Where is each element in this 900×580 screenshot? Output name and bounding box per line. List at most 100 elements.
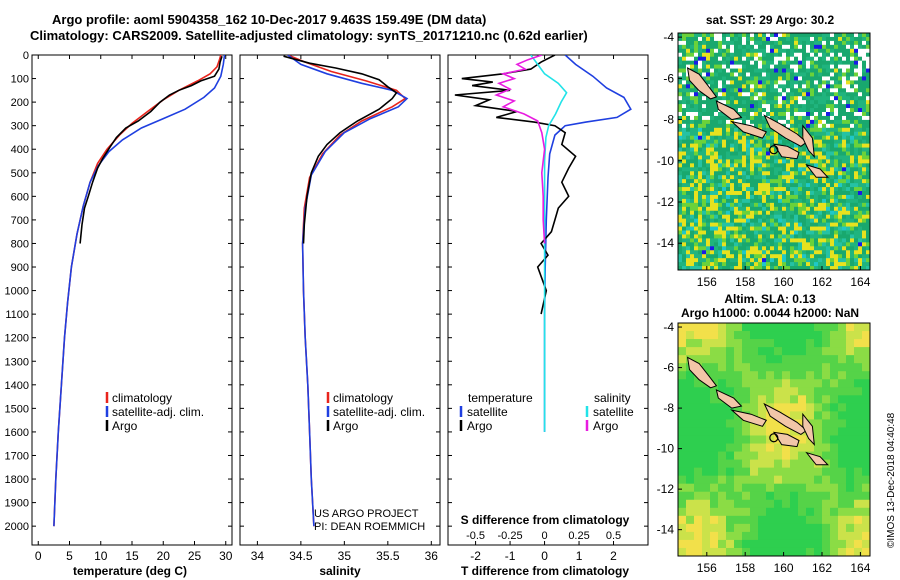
map-cell — [786, 159, 791, 164]
island-shape — [686, 356, 718, 389]
map-cell — [686, 427, 695, 436]
map-cell — [866, 250, 871, 255]
map-cell — [714, 238, 719, 243]
map-cell — [830, 92, 835, 97]
map-cell — [798, 331, 807, 340]
map-cell — [730, 72, 735, 77]
map-cell — [774, 222, 779, 227]
map-cell — [718, 218, 723, 223]
map-cell — [862, 171, 867, 176]
map-cell — [826, 64, 831, 69]
map-cell — [826, 84, 831, 89]
map-cell — [818, 159, 823, 164]
map-cell — [758, 143, 763, 148]
map-cell — [698, 242, 703, 247]
map-cell — [702, 155, 707, 160]
map-cell — [774, 499, 783, 509]
map-cell — [842, 202, 847, 208]
difference-legend: temperature salinity satellite Argo sate… — [459, 391, 634, 433]
map-cell — [758, 411, 767, 420]
map-cell — [826, 266, 831, 271]
s-difference-xlabel: S difference from climatology — [461, 513, 630, 527]
map-cell — [830, 491, 839, 501]
map-cell — [822, 483, 831, 493]
map-cell — [802, 194, 807, 200]
map-cell — [686, 64, 691, 69]
map-cell — [850, 210, 855, 216]
map-cell — [702, 403, 711, 412]
map-cell — [782, 427, 791, 436]
map-cell — [830, 339, 839, 348]
map-cell — [738, 183, 743, 188]
map-cell — [766, 250, 771, 255]
map-cell — [734, 355, 743, 364]
map-cell — [746, 76, 751, 81]
map-cell — [846, 214, 851, 220]
map-cell — [818, 226, 823, 231]
map-cell — [826, 143, 831, 148]
map-cell — [706, 179, 711, 184]
map-cell — [846, 187, 851, 192]
map-cell — [778, 52, 783, 58]
map-cell — [798, 84, 803, 89]
map-cell — [814, 163, 819, 168]
map-cell — [742, 262, 747, 267]
map-cell — [710, 119, 715, 125]
map-cell — [774, 40, 779, 46]
map-cell — [682, 151, 687, 156]
map-cell — [866, 135, 871, 141]
map-cell — [702, 135, 707, 141]
map-cell — [706, 226, 711, 231]
map-cell — [834, 123, 839, 129]
map-cell — [866, 127, 871, 133]
map-cell — [766, 379, 775, 388]
map-cell — [690, 218, 695, 223]
map-cell — [750, 515, 759, 525]
map-cell — [722, 143, 727, 148]
map-cell — [862, 48, 867, 54]
map-cell — [698, 183, 703, 188]
map-cell — [710, 507, 719, 517]
x-tick-label: 10 — [94, 549, 108, 563]
map-cell — [774, 33, 779, 38]
map-cell — [702, 123, 707, 129]
map-cell — [682, 131, 687, 137]
map-cell — [722, 52, 727, 58]
map-cell — [714, 163, 719, 168]
map-cell — [850, 104, 855, 109]
map-cell — [702, 64, 707, 69]
map-cell — [830, 44, 835, 50]
map-cell — [838, 56, 843, 62]
map-cell — [678, 539, 687, 549]
map-cell — [822, 115, 827, 121]
map-cell — [818, 104, 823, 109]
map-cell — [798, 323, 807, 332]
map-cell — [758, 242, 763, 247]
map-cell — [702, 323, 711, 332]
map-cell — [766, 347, 775, 356]
map-cell — [710, 371, 719, 380]
map-cell — [698, 52, 703, 58]
map-cell — [718, 139, 723, 144]
map-cell — [706, 119, 711, 125]
map-cell — [794, 246, 799, 251]
map-cell — [690, 226, 695, 231]
map-cell — [766, 331, 775, 340]
map-cell — [678, 187, 683, 192]
map-cell — [746, 143, 751, 148]
map-cell — [718, 80, 723, 85]
map-cell — [682, 36, 687, 42]
map-cell — [790, 72, 795, 77]
map-cell — [758, 427, 767, 436]
map-cell — [738, 88, 743, 93]
map-cell — [858, 250, 863, 255]
map-cell — [718, 347, 727, 356]
map-cell — [786, 167, 791, 172]
map-cell — [826, 254, 831, 259]
map-cell — [774, 379, 783, 388]
map-cell — [858, 119, 863, 125]
map-cell — [750, 171, 755, 176]
map-cell — [750, 206, 755, 212]
map-cell — [758, 499, 767, 509]
map-cell — [814, 427, 823, 436]
